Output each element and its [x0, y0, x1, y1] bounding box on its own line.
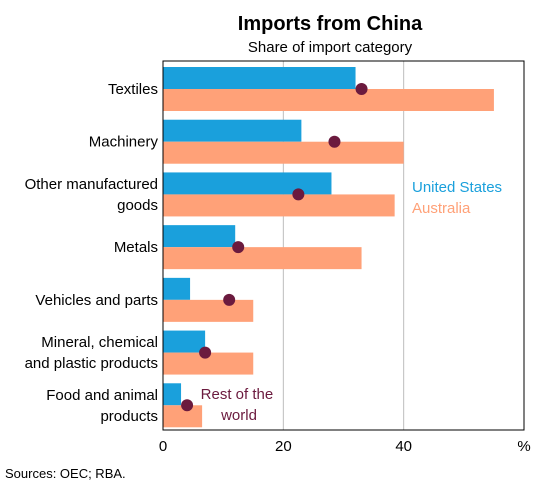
- bar-australia-mineral-chemical-plastic: [163, 352, 254, 375]
- x-tick-20: 20: [275, 438, 292, 455]
- legend-row-line-2: world: [220, 407, 257, 424]
- category-label-other-manufactured-goods-line-2: goods: [117, 197, 158, 214]
- category-labels: Textiles Machinery Other manufactured goods…: [25, 81, 159, 425]
- marker-rest-of-world-mineral-chemical-plastic: [199, 346, 212, 359]
- marker-rest-of-world-vehicles-and-parts: [223, 293, 236, 306]
- bar-us-food-and-animal-products: [163, 383, 182, 406]
- gridlines: [282, 61, 405, 430]
- bar-us-metals: [163, 225, 236, 248]
- category-label-mineral-chemical-plastic-line-2: and plastic products: [25, 355, 158, 372]
- category-label-food-and-animal-products-line-1: Food and animal: [46, 387, 158, 404]
- legend-label-united-states: United States: [412, 179, 502, 196]
- x-tick-labels: 0 20 40: [159, 438, 412, 455]
- markers: [181, 83, 368, 412]
- category-label-machinery: Machinery: [89, 134, 159, 151]
- plot-frame: [162, 60, 525, 431]
- bar-us-machinery: [163, 119, 302, 142]
- marker-rest-of-world-textiles: [355, 83, 368, 95]
- x-tick-0: 0: [159, 438, 167, 455]
- legend-row-line-1: Rest of the: [201, 386, 274, 403]
- bar-australia-machinery: [163, 141, 404, 164]
- category-label-food-and-animal-products-line-2: products: [100, 408, 158, 425]
- category-label-vehicles-and-parts: Vehicles and parts: [35, 292, 158, 309]
- marker-rest-of-world-metals: [232, 241, 245, 254]
- bar-us-vehicles-and-parts: [163, 277, 191, 300]
- x-unit-label: %: [517, 438, 530, 455]
- category-label-metals: Metals: [114, 239, 158, 256]
- category-label-mineral-chemical-plastic-line-1: Mineral, chemical: [41, 334, 158, 351]
- bar-australia-food-and-animal-products: [163, 405, 203, 428]
- bar-us-mineral-chemical-plastic: [163, 330, 206, 353]
- bar-australia-metals: [163, 247, 362, 270]
- bar-us-other-manufactured-goods: [163, 172, 332, 195]
- marker-rest-of-world-machinery: [328, 135, 341, 148]
- legend-label-rest-of-world: Rest of the world: [201, 386, 278, 424]
- source-note: Sources: OEC; RBA.: [5, 466, 126, 481]
- category-label-other-manufactured-goods-line-1: Other manufactured: [25, 176, 158, 193]
- chart-title: Imports from China: [238, 13, 423, 35]
- bar-australia-textiles: [163, 89, 494, 111]
- marker-rest-of-world-other-manufactured-goods: [292, 188, 305, 201]
- x-tick-40: 40: [395, 438, 412, 455]
- legend-label-australia: Australia: [412, 200, 471, 217]
- bars: [163, 67, 494, 428]
- category-label-textiles: Textiles: [108, 81, 158, 98]
- bar-australia-vehicles-and-parts: [163, 299, 254, 322]
- marker-rest-of-world-food-and-animal-products: [181, 399, 194, 412]
- bar-us-textiles: [163, 67, 356, 89]
- bar-australia-other-manufactured-goods: [163, 194, 395, 217]
- chart-subtitle: Share of import category: [248, 39, 413, 56]
